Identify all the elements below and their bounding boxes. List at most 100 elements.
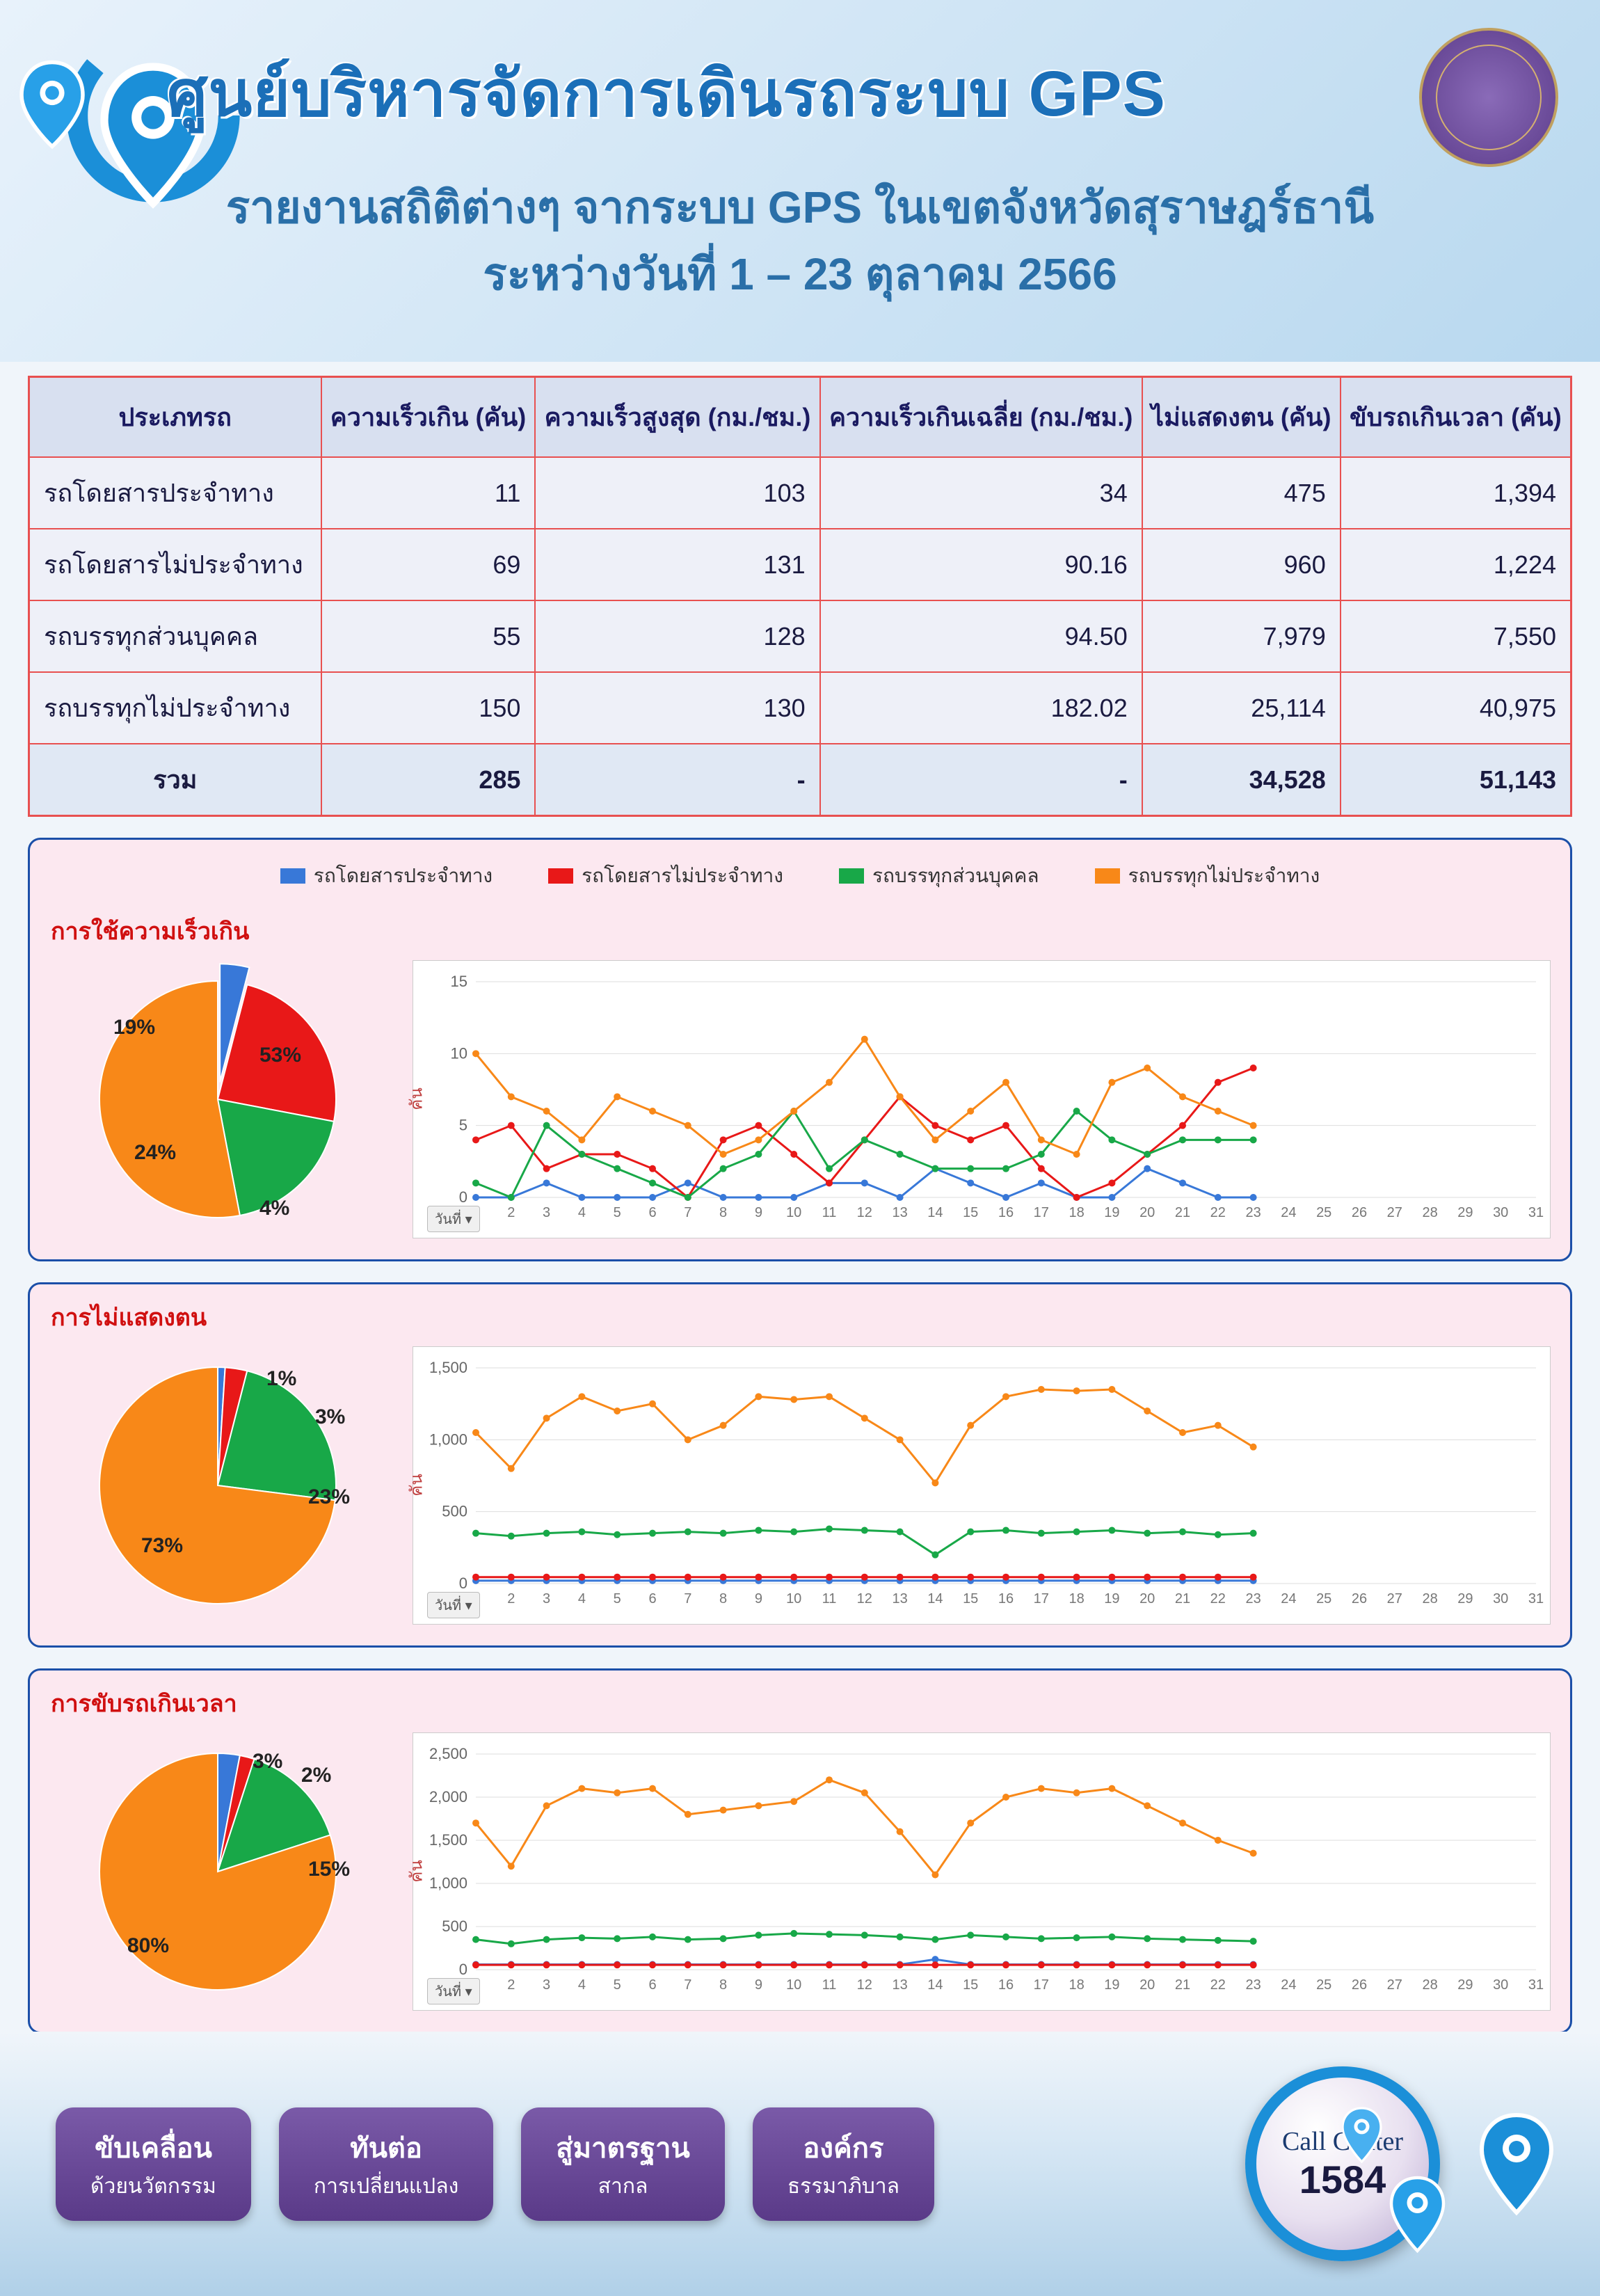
svg-text:26: 26	[1352, 1205, 1367, 1220]
svg-text:20: 20	[1139, 1591, 1155, 1607]
svg-text:12: 12	[857, 1205, 872, 1220]
legend-label-3: รถบรรทุกส่วนบุคคล	[872, 861, 1039, 891]
svg-text:9: 9	[755, 1977, 762, 1993]
pie-slice-label: 23%	[308, 1485, 350, 1509]
table-header: ความเร็วเกินเฉลี่ย (กม./ชม.)	[820, 377, 1142, 458]
legend-label-1: รถโดยสารประจำทาง	[314, 861, 493, 891]
svg-text:5: 5	[459, 1117, 467, 1134]
pie-slice-label: 80%	[127, 1934, 169, 1958]
svg-text:2,000: 2,000	[429, 1788, 467, 1805]
footer: ขับเคลื่อนด้วยนวัตกรรมทันต่อการเปลี่ยนแป…	[0, 2032, 1600, 2296]
table-header: ขับรถเกินเวลา (คัน)	[1341, 377, 1571, 458]
line-chart-noshow: 05001,0001,50012345678910111213141516171…	[413, 1346, 1551, 1625]
svg-text:30: 30	[1493, 1205, 1508, 1220]
svg-text:16: 16	[998, 1205, 1014, 1220]
cell-value: 34	[820, 457, 1142, 529]
svg-text:25: 25	[1316, 1205, 1331, 1220]
svg-text:5: 5	[614, 1205, 621, 1220]
svg-text:6: 6	[648, 1205, 656, 1220]
svg-text:4: 4	[578, 1205, 586, 1220]
svg-text:24: 24	[1281, 1591, 1296, 1607]
svg-text:13: 13	[892, 1205, 907, 1220]
svg-text:14: 14	[927, 1205, 943, 1220]
pie-slice-label: 4%	[259, 1197, 289, 1220]
pie-slice-label: 19%	[113, 1016, 155, 1039]
x-axis-selector[interactable]: วันที่ ▾	[427, 1978, 480, 2004]
total-value: 51,143	[1341, 744, 1571, 816]
legend-item-1: รถโดยสารประจำทาง	[280, 861, 493, 891]
svg-text:11: 11	[822, 1591, 837, 1607]
cell-value: 40,975	[1341, 672, 1571, 744]
pie-slice-label: 3%	[253, 1750, 282, 1773]
footer-pill: องค์กรธรรมาภิบาล	[753, 2107, 934, 2221]
svg-text:13: 13	[892, 1591, 907, 1607]
sub-title-line2: ระหว่างวันที่ 1 – 23 ตุลาคม 2566	[483, 249, 1117, 299]
svg-text:10: 10	[786, 1205, 801, 1220]
pill-title: ทันต่อ	[314, 2126, 458, 2170]
svg-text:3: 3	[543, 1591, 550, 1607]
svg-text:9: 9	[755, 1591, 762, 1607]
svg-text:10: 10	[786, 1591, 801, 1607]
svg-text:21: 21	[1175, 1591, 1190, 1607]
table-row: รถบรรทุกไม่ประจำทาง150130182.0225,11440,…	[29, 672, 1571, 744]
cell-value: 69	[321, 529, 536, 600]
svg-text:3: 3	[543, 1205, 550, 1220]
svg-text:20: 20	[1139, 1205, 1155, 1220]
svg-text:2,500: 2,500	[429, 1745, 467, 1762]
svg-text:31: 31	[1528, 1205, 1544, 1220]
svg-text:23: 23	[1245, 1205, 1261, 1220]
svg-text:10: 10	[786, 1977, 801, 1993]
cell-value: 25,114	[1142, 672, 1341, 744]
svg-text:14: 14	[927, 1977, 943, 1993]
pill-title: องค์กร	[787, 2126, 899, 2170]
svg-text:8: 8	[719, 1977, 727, 1993]
svg-text:27: 27	[1387, 1977, 1402, 1993]
cell-value: 94.50	[820, 600, 1142, 672]
svg-text:29: 29	[1457, 1977, 1473, 1993]
y-axis-label: คัน	[403, 1087, 430, 1110]
svg-text:19: 19	[1104, 1977, 1119, 1993]
cell-value: 1,224	[1341, 529, 1571, 600]
svg-text:19: 19	[1104, 1205, 1119, 1220]
x-axis-selector[interactable]: วันที่ ▾	[427, 1206, 480, 1232]
svg-text:0: 0	[459, 1188, 467, 1206]
pill-title: ขับเคลื่อน	[90, 2126, 216, 2170]
svg-text:16: 16	[998, 1591, 1014, 1607]
svg-text:26: 26	[1352, 1977, 1367, 1993]
svg-text:13: 13	[892, 1977, 907, 1993]
svg-text:3: 3	[543, 1977, 550, 1993]
cell-value: 7,979	[1142, 600, 1341, 672]
line-chart-speed: 0510151234567891011121314151617181920212…	[413, 960, 1551, 1238]
svg-text:28: 28	[1422, 1205, 1437, 1220]
svg-text:2: 2	[507, 1205, 515, 1220]
total-value: -	[535, 744, 819, 816]
svg-text:30: 30	[1493, 1591, 1508, 1607]
header: ศูนย์บริหารจัดการเดินรถระบบ GPS รายงานสถ…	[0, 0, 1600, 362]
svg-text:18: 18	[1069, 1205, 1084, 1220]
svg-text:12: 12	[857, 1977, 872, 1993]
cell-value: 7,550	[1341, 600, 1571, 672]
svg-text:31: 31	[1528, 1977, 1544, 1993]
svg-text:28: 28	[1422, 1591, 1437, 1607]
footer-pins-icon	[1343, 2087, 1579, 2282]
svg-text:7: 7	[684, 1205, 691, 1220]
svg-text:27: 27	[1387, 1591, 1402, 1607]
svg-text:4: 4	[578, 1591, 586, 1607]
footer-pill: ขับเคลื่อนด้วยนวัตกรรม	[56, 2107, 251, 2221]
svg-text:19: 19	[1104, 1591, 1119, 1607]
line-chart-overtime: 05001,0001,5002,0002,5001234567891011121…	[413, 1732, 1551, 2011]
footer-pill: ทันต่อการเปลี่ยนแปลง	[279, 2107, 493, 2221]
legend-item-3: รถบรรทุกส่วนบุคคล	[839, 861, 1039, 891]
table-header: ความเร็วสูงสุด (กม./ชม.)	[535, 377, 819, 458]
svg-text:29: 29	[1457, 1205, 1473, 1220]
svg-text:23: 23	[1245, 1591, 1261, 1607]
svg-text:7: 7	[684, 1977, 691, 1993]
svg-text:26: 26	[1352, 1591, 1367, 1607]
x-axis-selector[interactable]: วันที่ ▾	[427, 1592, 480, 1618]
sub-title-line1: รายงานสถิติต่างๆ จากระบบ GPS ในเขตจังหวั…	[226, 182, 1374, 232]
svg-text:14: 14	[927, 1591, 943, 1607]
total-value: 34,528	[1142, 744, 1341, 816]
total-value: 285	[321, 744, 536, 816]
main-title: ศูนย์บริหารจัดการเดินรถระบบ GPS	[167, 42, 1166, 144]
chart-panel-speed: รถโดยสารประจำทาง รถโดยสารไม่ประจำทาง รถบ…	[28, 838, 1572, 1261]
